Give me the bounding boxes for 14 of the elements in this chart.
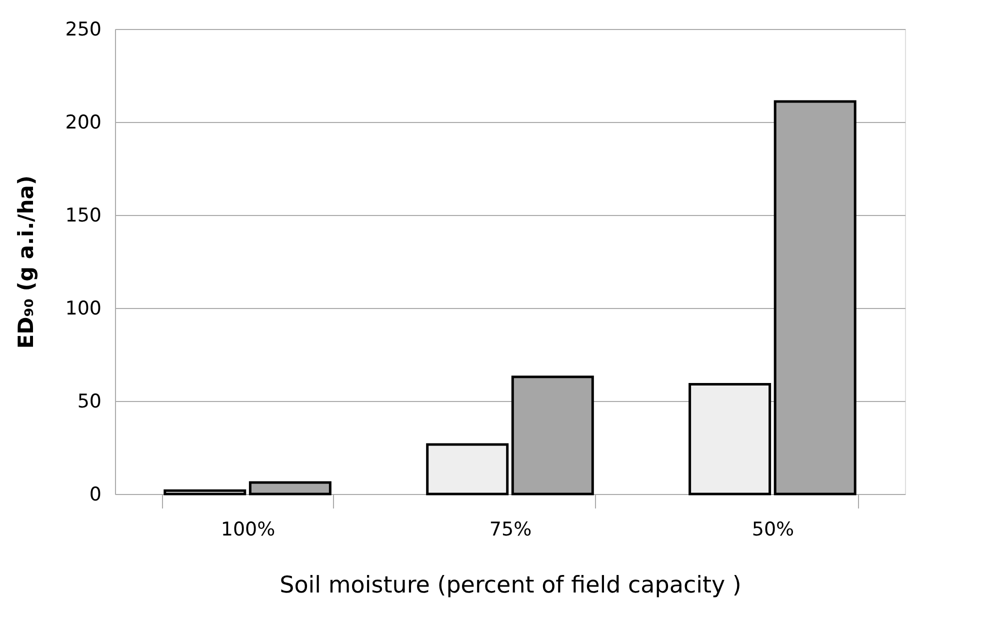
y-tick-label: 100 [65, 298, 102, 320]
y-tick-label: 0 [89, 484, 102, 506]
x-tick-label: 100% [220, 518, 276, 540]
x-tick-label: 50% [752, 518, 794, 540]
bar [164, 489, 246, 496]
y-tick-label: 50 [77, 390, 102, 412]
bar [426, 443, 509, 496]
y-tick-label: 250 [65, 18, 102, 40]
y-axis-title: ED₉₀ (g a.i./ha) [14, 175, 38, 349]
y-tick-label: 150 [65, 204, 102, 226]
y-tick-label: 200 [65, 112, 102, 134]
x-axis-title: Soil moisture (percent of field capacity ) [280, 572, 742, 598]
bar [688, 383, 772, 496]
x-tick-label: 75% [489, 518, 532, 540]
